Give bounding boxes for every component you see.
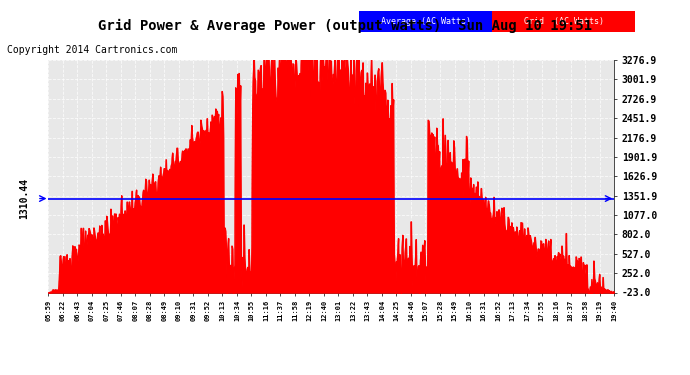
Text: Grid Power & Average Power (output watts)  Sun Aug 10 19:51: Grid Power & Average Power (output watts… (98, 19, 592, 33)
Text: 1310.44: 1310.44 (19, 178, 29, 219)
Bar (492, 11, 635, 32)
Text: Copyright 2014 Cartronics.com: Copyright 2014 Cartronics.com (7, 45, 177, 55)
Text: Average (AC Watts): Average (AC Watts) (381, 17, 471, 26)
Bar (359, 11, 492, 32)
Text: Grid  (AC Watts): Grid (AC Watts) (524, 17, 604, 26)
